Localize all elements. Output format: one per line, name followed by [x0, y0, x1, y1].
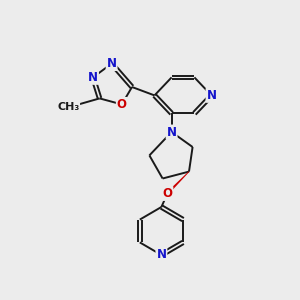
Text: CH₃: CH₃	[57, 102, 80, 112]
Polygon shape	[167, 171, 189, 194]
Text: N: N	[106, 57, 117, 70]
Text: O: O	[117, 98, 127, 111]
Text: O: O	[162, 187, 172, 200]
Text: N: N	[206, 89, 217, 102]
Text: N: N	[88, 71, 98, 84]
Text: N: N	[156, 248, 167, 262]
Text: N: N	[167, 125, 177, 139]
